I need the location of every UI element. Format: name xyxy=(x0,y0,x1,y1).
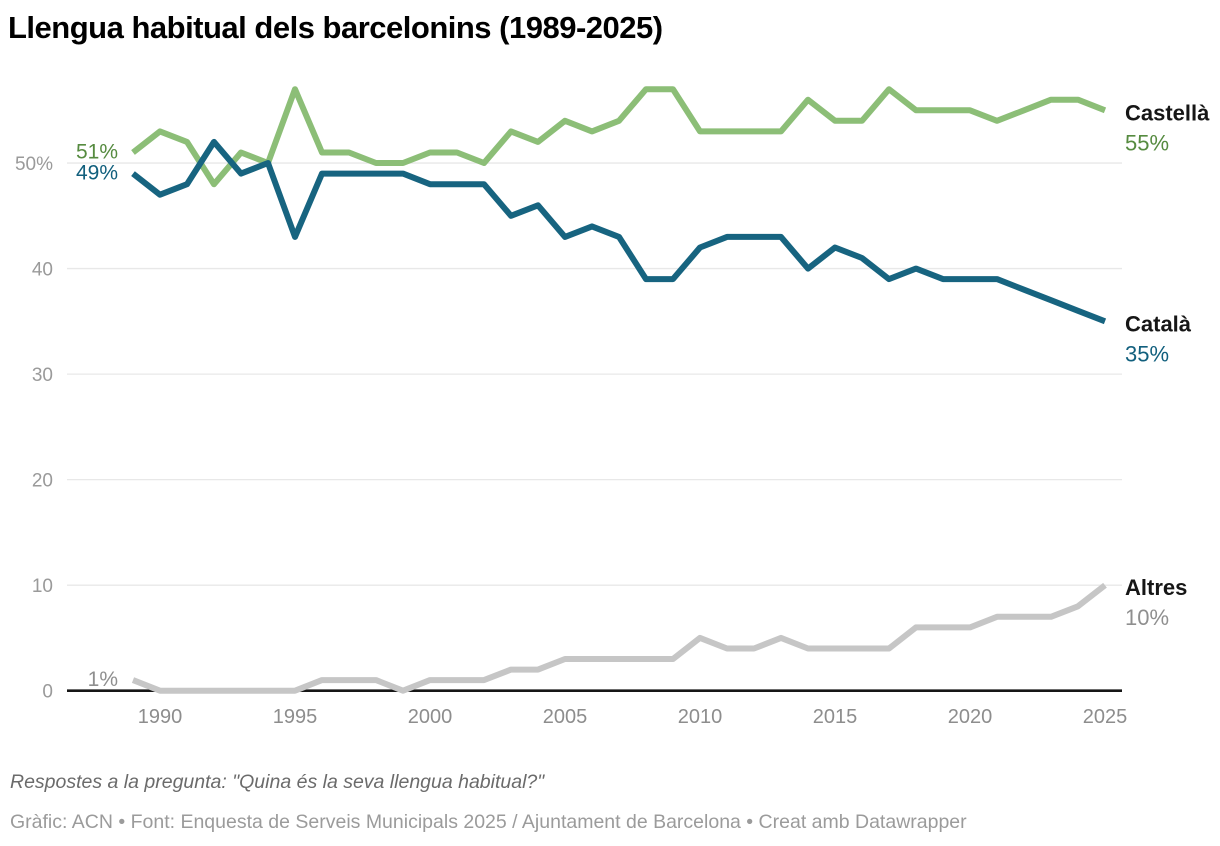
end-value-label-altres: 10% xyxy=(1125,605,1169,630)
series-name-label-altres: Altres xyxy=(1125,575,1187,600)
footer-credits: Gràfic: ACN • Font: Enquesta de Serveis … xyxy=(10,811,967,833)
series-name-label-castella: Castellà xyxy=(1125,100,1210,125)
end-value-label-catala: 35% xyxy=(1125,341,1169,366)
series-name-label-catala: Català xyxy=(1125,311,1192,336)
x-tick-label-1990: 1990 xyxy=(138,706,183,728)
x-tick-label-1995: 1995 xyxy=(273,706,318,728)
x-tick-label-2025: 2025 xyxy=(1083,706,1128,728)
y-tick-label-10: 10 xyxy=(32,576,53,597)
x-tick-label-2005: 2005 xyxy=(543,706,588,728)
x-tick-label-2000: 2000 xyxy=(408,706,453,728)
y-tick-label-20: 20 xyxy=(32,471,53,492)
y-tick-label-30: 30 xyxy=(32,365,53,386)
y-tick-label-50: 50% xyxy=(15,154,53,175)
x-tick-label-2015: 2015 xyxy=(813,706,858,728)
x-tick-label-2010: 2010 xyxy=(678,706,723,728)
series-line-castella xyxy=(131,86,1107,188)
series-line-altres xyxy=(131,582,1107,694)
y-tick-label-0: 0 xyxy=(42,682,53,703)
start-value-label-catala: 49% xyxy=(76,162,118,185)
end-value-label-castella: 55% xyxy=(1125,130,1169,155)
footer-note: Respostes a la pregunta: "Quina és la se… xyxy=(10,771,545,793)
page-title: Llengua habitual dels barcelonins (1989-… xyxy=(8,10,663,45)
x-tick-label-2020: 2020 xyxy=(948,706,993,728)
start-value-label-castella: 51% xyxy=(76,140,118,163)
start-value-label-altres: 1% xyxy=(88,668,118,691)
y-tick-label-40: 40 xyxy=(32,260,53,281)
series-line-catala xyxy=(131,138,1107,325)
